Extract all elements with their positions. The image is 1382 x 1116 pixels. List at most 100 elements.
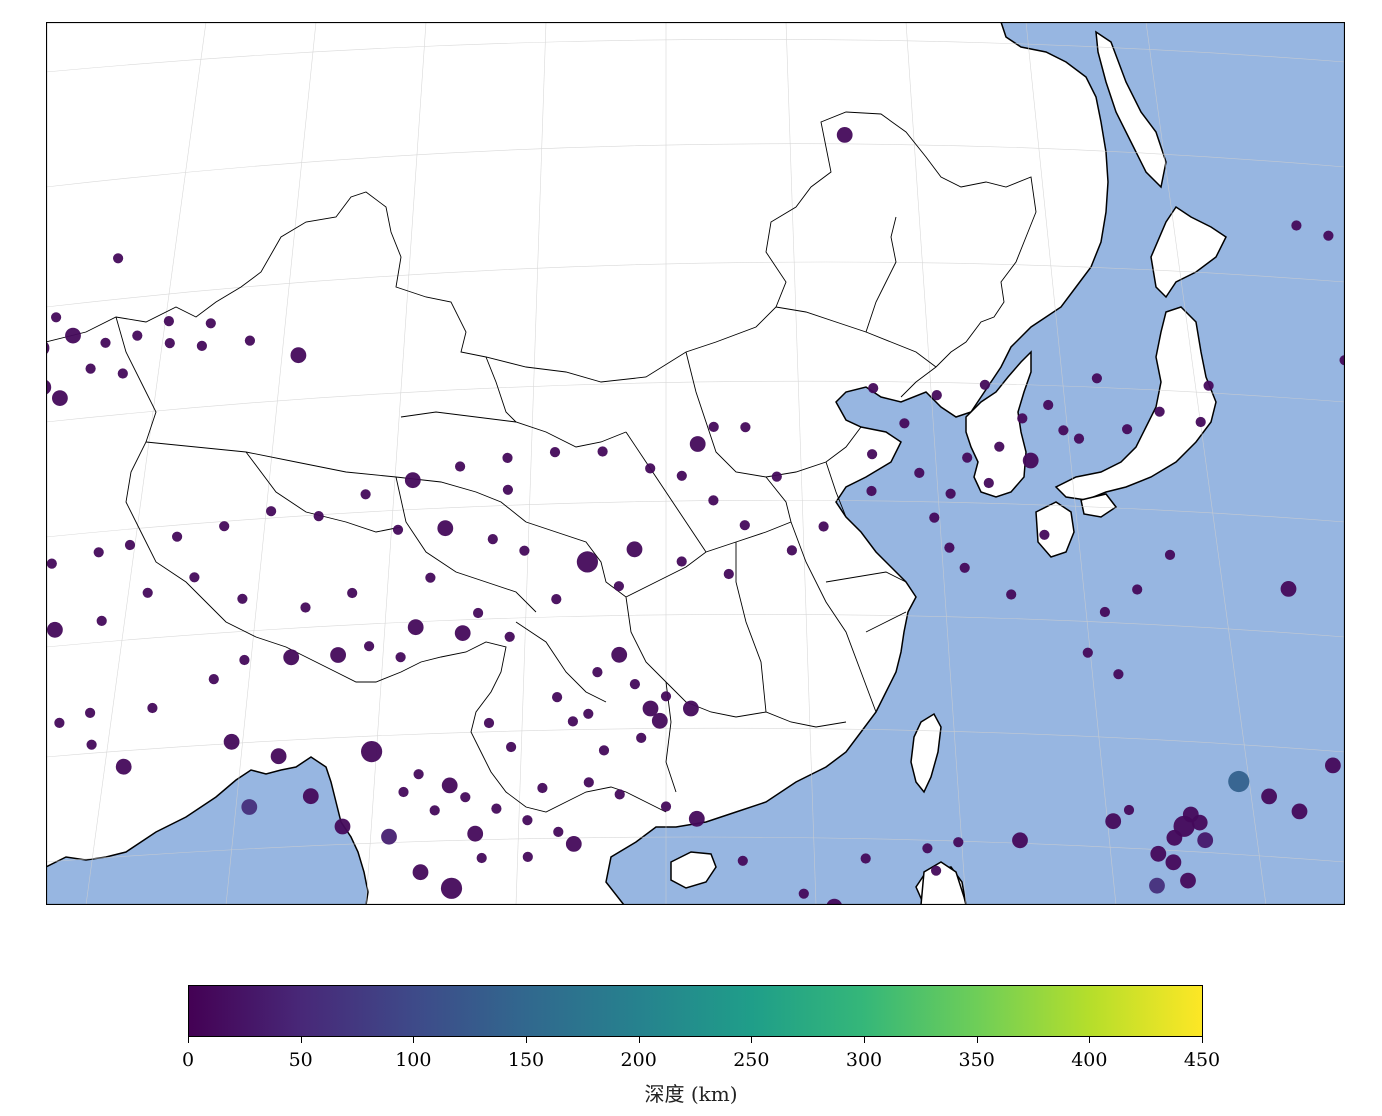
earthquake-marker [1022,452,1039,469]
earthquake-marker [645,463,656,474]
earthquake-marker [96,615,107,627]
earthquake-marker [565,836,582,852]
colorbar-tick-label: 400 [1071,1049,1108,1071]
map-panel [46,22,1345,905]
earthquake-marker [522,851,533,863]
earthquake-marker [660,691,672,702]
colorbar-tick-mark [864,1037,865,1043]
earthquake-marker [404,472,421,489]
earthquake-marker [51,312,62,323]
earthquake-marker [467,825,484,842]
earthquake-marker [1132,584,1143,595]
colorbar-tick-label: 150 [507,1049,545,1071]
earthquake-marker [266,506,277,517]
earthquake-marker [867,449,878,460]
earthquake-marker [330,647,346,663]
earthquake-marker [860,853,871,864]
earthquake-marker [241,799,258,815]
earthquake-marker [290,347,307,364]
earthquake-marker [1228,770,1250,793]
earthquake-marker [407,619,424,636]
earthquake-marker [551,594,562,605]
earthquake-marker [626,541,643,558]
earthquake-marker [208,674,219,685]
earthquake-marker [483,717,495,729]
earthquake-marker [740,422,751,433]
earthquake-marker [1073,433,1085,444]
earthquake-marker [239,654,250,666]
earthquake-marker [798,888,809,899]
earthquake-marker [614,789,625,800]
earthquake-marker [597,446,608,457]
earthquake-marker [1039,529,1050,540]
earthquake-marker [613,581,625,592]
earthquake-marker [270,748,287,765]
earthquake-marker [164,338,175,349]
colorbar-tick-label: 50 [288,1049,313,1071]
earthquake-marker [629,679,641,690]
earthquake-marker [598,745,610,756]
colorbar-tick-mark [1089,1037,1091,1043]
earthquake-marker [826,898,843,905]
colorbar-tick-mark [638,1037,640,1043]
earthquake-marker [1191,814,1208,831]
earthquake-marker [818,521,829,532]
earthquake-marker [676,556,687,567]
earthquake-marker [708,421,719,432]
earthquake-marker [1197,832,1214,849]
earthquake-marker [1099,606,1110,618]
earthquake-marker [196,340,207,351]
earthquake-marker [929,512,940,523]
earthquake-marker [1323,230,1334,241]
earthquake-marker [313,511,324,522]
earthquake-marker [300,602,311,613]
earthquake-marker [302,788,319,805]
earthquake-marker [944,542,955,553]
earthquake-marker [412,864,429,881]
earthquake-marker [1091,373,1102,384]
hainan-island [670,851,717,889]
earthquake-marker [46,379,52,395]
earthquake-marker [1006,589,1017,600]
earthquake-marker [334,818,351,835]
earthquake-marker [1203,380,1214,391]
earthquake-marker [54,717,65,729]
earthquake-marker [223,733,240,750]
earthquake-marker [487,534,498,545]
earthquake-marker [1113,669,1124,680]
earthquake-marker [651,712,668,729]
earthquake-marker [476,852,487,864]
earthquake-marker [381,828,397,845]
earthquake-marker [398,786,409,798]
earthquake-marker [1291,803,1308,820]
colorbar-tick-mark [1202,1037,1203,1043]
earthquake-marker [688,810,705,827]
earthquake-marker [1165,854,1182,871]
map-border [46,22,1345,905]
earthquake-marker [931,390,942,401]
earthquake-marker [945,488,956,499]
earthquake-marker [473,607,484,619]
earthquake-marker [244,335,255,346]
earthquake-marker [189,572,200,583]
earthquake-marker [737,855,748,866]
earthquake-marker [583,777,594,788]
earthquake-marker [660,801,672,812]
graticule [46,22,1345,905]
earthquake-marker [1082,647,1093,658]
earthquake-marker [237,593,248,604]
earthquake-marker [537,782,548,794]
earthquake-marker [983,477,994,489]
earthquake-marker [425,572,436,583]
earthquake-marker [868,383,879,394]
earthquake-marker [115,758,132,775]
earthquake-marker [519,545,530,556]
earthquake-marker [437,520,454,537]
earthquake-marker [65,327,81,344]
earthquake-marker [124,539,136,551]
earthquake-marker [85,707,96,719]
earthquake-marker [506,741,517,753]
colorbar-tick-mark [976,1037,978,1043]
earthquake-marker [172,531,183,542]
earthquake-marker [113,253,124,264]
